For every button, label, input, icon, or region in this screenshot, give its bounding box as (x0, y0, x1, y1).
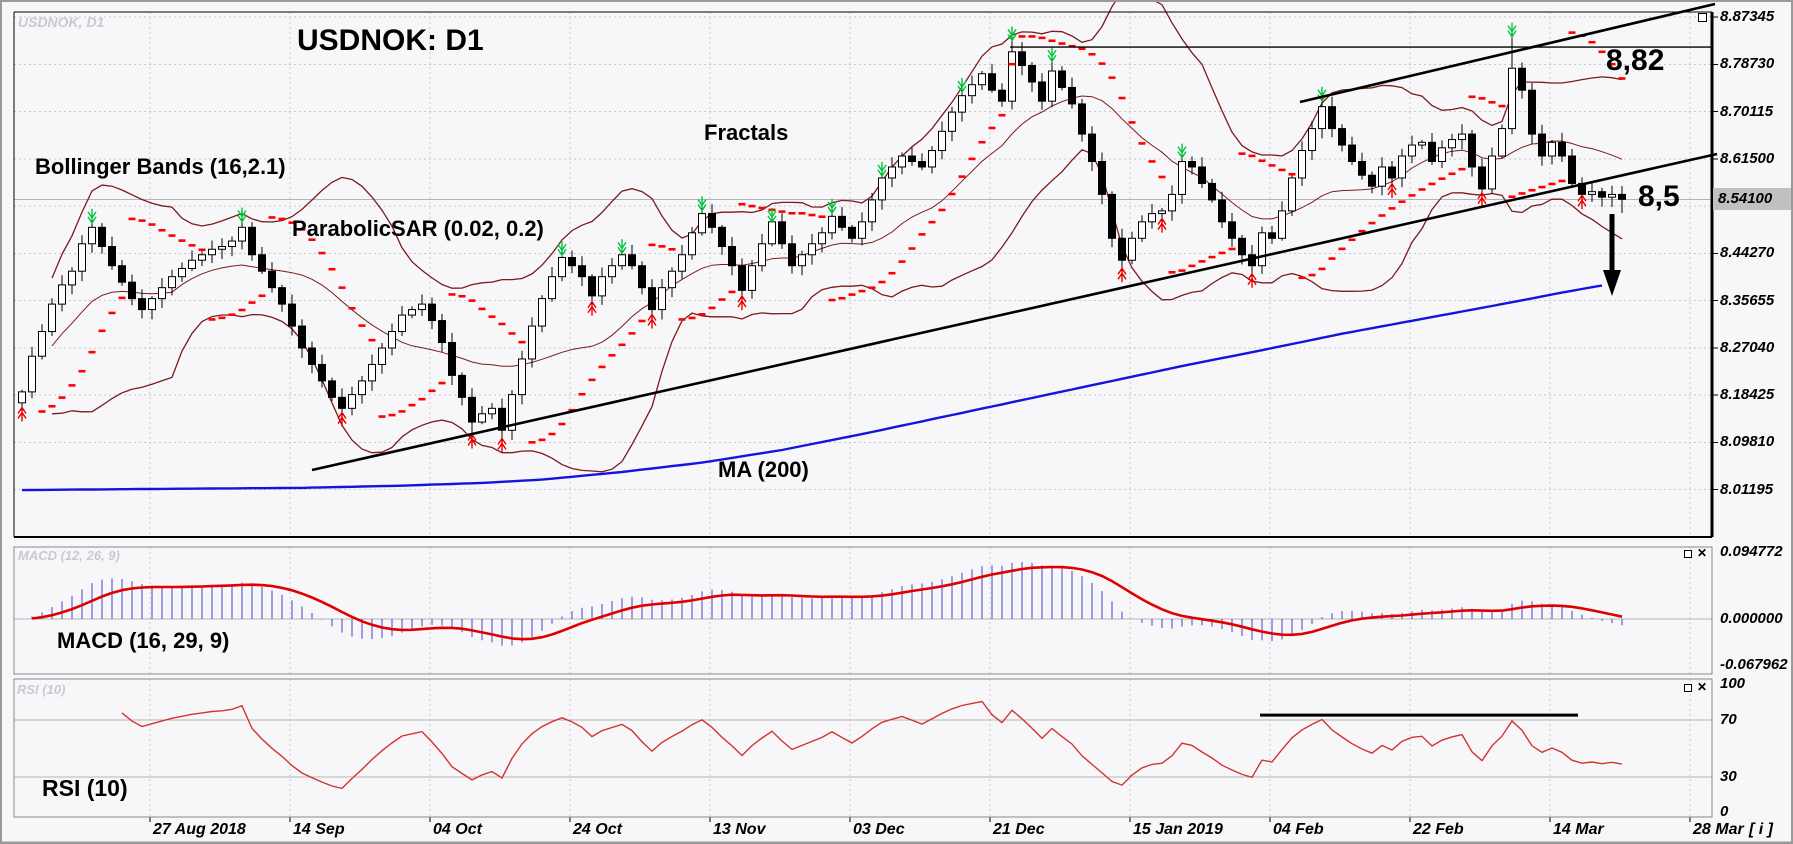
date-label: 28 Mar (1693, 821, 1744, 838)
date-label: 24 Oct (573, 821, 622, 838)
price-axis-label: 8.27040 (1720, 338, 1775, 356)
price-axis-label: 8.35655 (1720, 291, 1775, 309)
price-axis-label: 8.09810 (1720, 433, 1775, 451)
ma200-label: MA (200) (718, 457, 809, 482)
current-price-tag: 8.54100 (1713, 188, 1791, 210)
date-label: 22 Feb (1413, 821, 1464, 838)
price-axis-label: 8.18425 (1720, 386, 1775, 404)
macd-axis-label: -0.067962 (1720, 656, 1788, 673)
macd-minimize-icon[interactable] (1684, 550, 1692, 558)
date-label: 14 Sep (293, 821, 345, 838)
price-target-high-annotation: 8,82 (1606, 44, 1665, 77)
marker-box-icon[interactable] (1698, 13, 1707, 22)
date-label: 03 Dec (853, 821, 905, 838)
parabolic-sar-label: ParabolicSAR (0.02, 0.2) (292, 216, 544, 241)
macd-label: MACD (16, 29, 9) (57, 628, 230, 653)
rsi-axis-label: 100 (1720, 675, 1746, 692)
rsi-axis-label: 0 (1720, 803, 1729, 820)
rsi-axis-label: 70 (1720, 711, 1737, 729)
rsi-axis-label: 30 (1720, 768, 1737, 786)
bollinger-label: Bollinger Bands (16,2.1) (35, 154, 286, 179)
date-label: 27 Aug 2018 (153, 821, 246, 838)
date-label: 13 Nov (713, 821, 766, 838)
price-target-low-annotation: 8,5 (1638, 180, 1680, 213)
macd-close-icon[interactable]: ✕ (1697, 546, 1708, 560)
date-label: 15 Jan 2019 (1133, 821, 1223, 838)
price-axis-label: 8.61500 (1720, 149, 1775, 167)
rsi-minimize-icon[interactable] (1684, 684, 1692, 692)
date-label: 04 Feb (1273, 821, 1324, 838)
info-icon[interactable]: [ i ] (1749, 821, 1773, 838)
date-label: 14 Mar (1553, 821, 1604, 838)
price-axis-label: 8.78730 (1720, 55, 1775, 73)
date-label: 04 Oct (433, 821, 482, 838)
rsi-watermark: RSI (10) (17, 682, 66, 697)
macd-axis-label: 0.094772 (1720, 543, 1783, 560)
price-axis-label: 8.01195 (1720, 480, 1774, 498)
rsi-label: RSI (10) (42, 775, 128, 801)
fractals-label: Fractals (704, 120, 789, 145)
price-axis-label: 8.70115 (1720, 102, 1774, 120)
date-label: 21 Dec (993, 821, 1045, 838)
rsi-close-icon[interactable]: ✕ (1697, 680, 1708, 694)
price-axis-label: 8.44270 (1720, 244, 1775, 262)
chart-title: USDNOK: D1 (297, 24, 484, 57)
price-axis-label: 8.87345 (1720, 8, 1775, 25)
macd-watermark: MACD (12, 26, 9) (18, 548, 120, 563)
macd-axis-label: 0.000000 (1720, 610, 1783, 627)
symbol-watermark: USDNOK, D1 (18, 14, 105, 30)
